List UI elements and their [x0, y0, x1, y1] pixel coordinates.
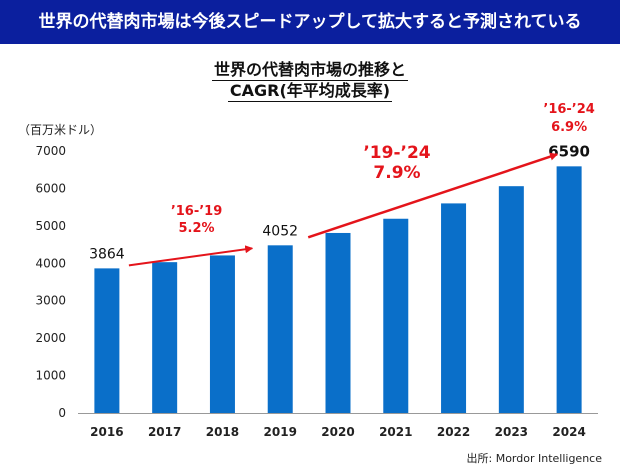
x-tick-label: 2016 — [90, 425, 123, 439]
cagr-period-16-24: ’16-’24 — [543, 102, 594, 117]
x-tick-label: 2022 — [437, 425, 470, 439]
cagr-period-19-24: ’19-’24 — [363, 143, 430, 163]
cagr-rate-16-19: 5.2% — [179, 221, 215, 236]
x-tick-label: 2021 — [379, 425, 412, 439]
data-label-2016: 3864 — [89, 246, 125, 262]
y-tick-label: 5000 — [35, 219, 66, 233]
page-banner: 世界の代替肉市場は今後スピードアップして拡大すると予測されている — [0, 0, 620, 44]
chart-title-line1: 世界の代替肉市場の推移と — [211, 60, 408, 81]
cagr-arrow-19-24 — [307, 152, 559, 239]
bar-2020 — [325, 232, 351, 413]
bar-2016 — [94, 268, 120, 413]
source-note: 出所: Mordor Intelligence — [466, 452, 603, 465]
chart-title: 世界の代替肉市場の推移と CAGR(年平均成長率) — [0, 60, 620, 102]
x-tick-label: 2020 — [321, 425, 354, 439]
cagr-rate-16-24: 6.9% — [551, 120, 587, 135]
y-tick-label: 7000 — [35, 144, 66, 158]
x-tick-label: 2019 — [264, 425, 297, 439]
cagr-arrow-16-19 — [128, 245, 254, 267]
bar-2018 — [209, 255, 235, 413]
bar-2017 — [152, 262, 178, 413]
y-axis-unit-label: （百万米ドル） — [18, 123, 103, 137]
chart-title-line2: CAGR(年平均成長率) — [227, 81, 393, 102]
x-tick-label: 2017 — [148, 425, 181, 439]
bar-2022 — [441, 203, 467, 413]
cagr-period-16-19: ’16-’19 — [171, 204, 222, 219]
bar-2024 — [556, 166, 582, 413]
bar-2021 — [383, 218, 409, 413]
y-tick-label: 3000 — [35, 294, 66, 308]
y-tick-label: 2000 — [35, 331, 66, 345]
y-tick-label: 0 — [58, 406, 66, 420]
x-tick-label: 2023 — [495, 425, 528, 439]
cagr-rate-19-24: 7.9% — [373, 163, 420, 183]
bar-2019 — [267, 245, 293, 413]
x-tick-label: 2024 — [552, 425, 585, 439]
x-tick-label: 2018 — [206, 425, 239, 439]
data-label-2024: 6590 — [548, 142, 590, 160]
bar-2023 — [498, 186, 524, 413]
y-tick-label: 1000 — [35, 369, 66, 383]
y-tick-label: 4000 — [35, 256, 66, 270]
data-label-2019: 4052 — [262, 223, 298, 239]
y-tick-label: 6000 — [35, 181, 66, 195]
